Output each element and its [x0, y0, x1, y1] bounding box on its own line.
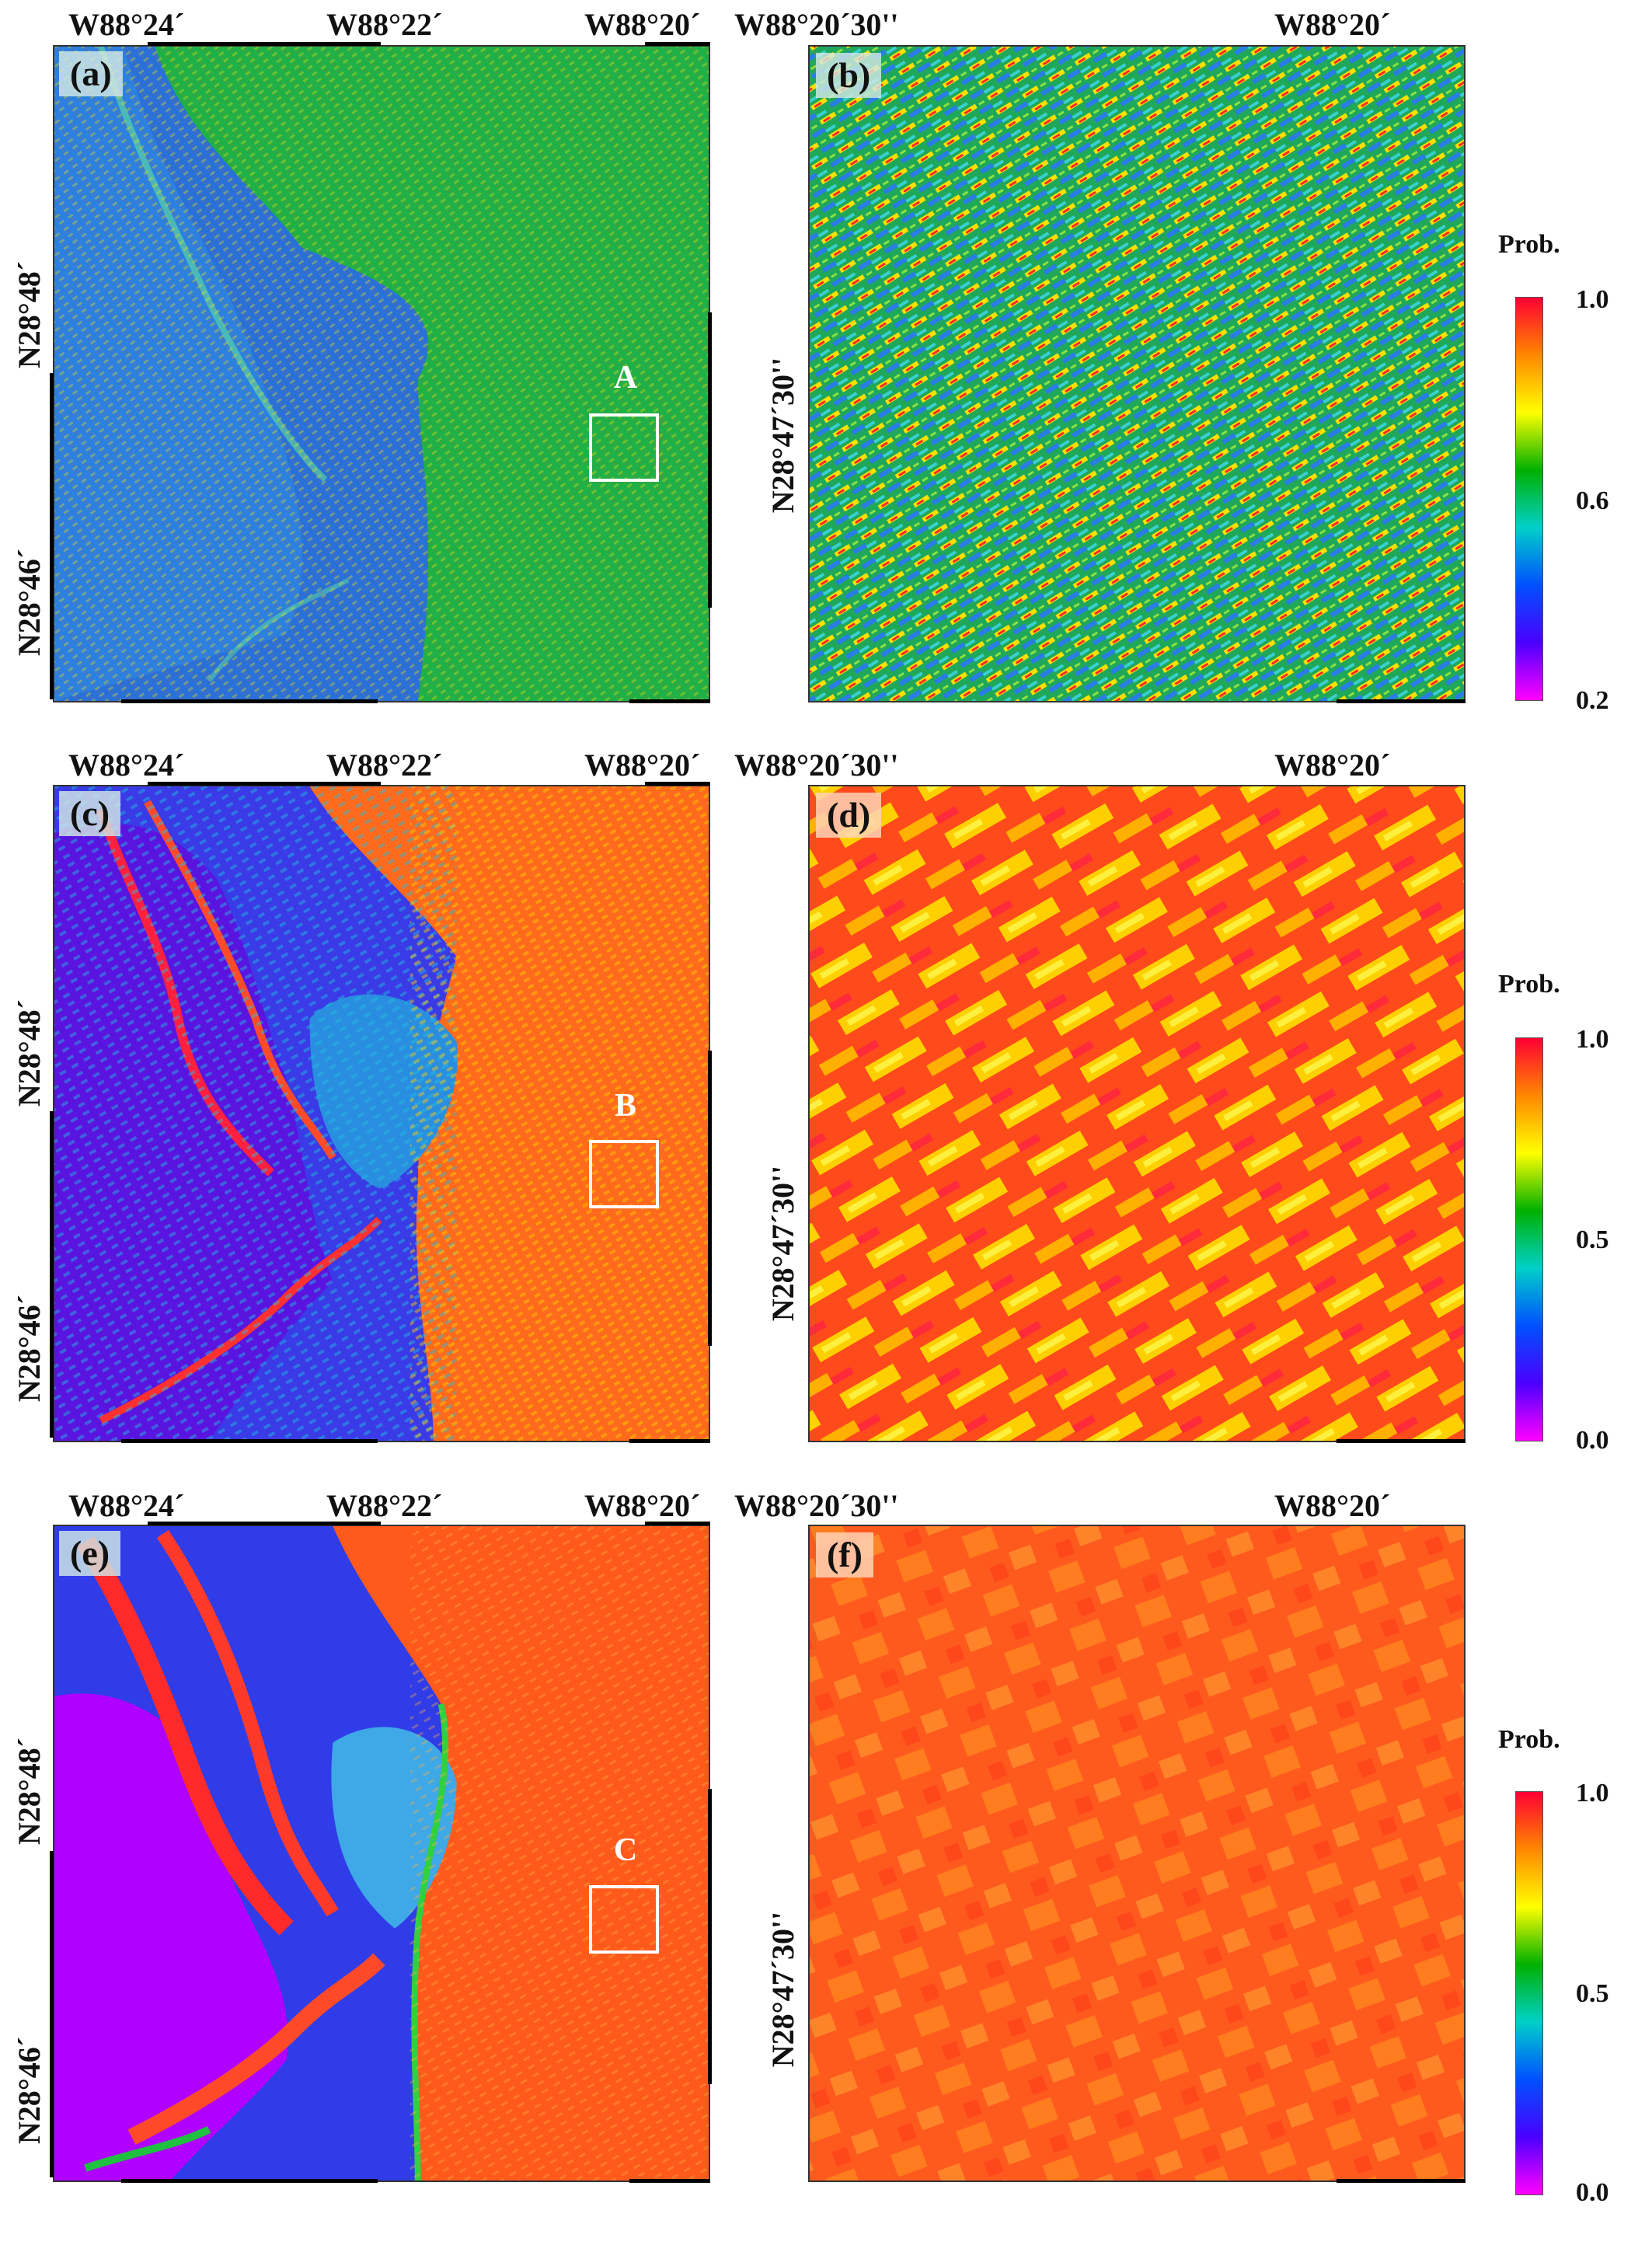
map-raster: [54, 1526, 709, 2181]
panel-tag: (a): [59, 51, 123, 96]
lat-tick-label: N28°47´30'': [765, 357, 800, 514]
lon-tick-label: W88°20´: [1274, 7, 1391, 42]
lon-tick-label: W88°20´: [1274, 1488, 1391, 1523]
probability-map-b: (b): [808, 45, 1466, 702]
lon-tick-label: W88°20´: [584, 748, 701, 783]
panel-tag: (d): [816, 793, 882, 838]
frame-bar: [629, 699, 710, 703]
lon-tick-label: W88°24´: [68, 748, 185, 783]
frame-bar: [708, 1789, 712, 2084]
legend-title: Prob.: [1498, 970, 1560, 999]
colorbar-tick: 0.5: [1576, 1979, 1609, 2008]
colorbar-tick: 0.6: [1576, 486, 1609, 515]
frame-bar: [50, 1111, 54, 1438]
frame-bar: [50, 1851, 54, 2177]
colorbar: [1515, 1037, 1543, 1441]
probability-map-c: (c) B: [53, 785, 710, 1442]
zoom-area-box: [589, 413, 659, 482]
frame-bar: [629, 2179, 710, 2183]
frame-bar: [148, 1522, 381, 1525]
frame-bar: [645, 1522, 710, 1525]
frame-bar: [148, 782, 381, 786]
map-raster: [810, 786, 1464, 1441]
frame-bar: [121, 1439, 378, 1443]
lon-tick-label: W88°20´30'': [734, 1488, 899, 1523]
zoom-area-box: [589, 1140, 659, 1208]
probability-map-d: (d): [808, 785, 1466, 1442]
lat-tick-label: N28°46´: [12, 1294, 47, 1403]
lon-tick-label: W88°20´30'': [734, 7, 899, 42]
zoom-area-label: C: [613, 1832, 638, 1868]
legend-title: Prob.: [1498, 1725, 1560, 1754]
colorbar: [1515, 1791, 1543, 2195]
lat-tick-label: N28°46´: [12, 548, 47, 657]
colorbar-tick: 0.0: [1576, 2178, 1609, 2207]
lat-tick-label: N28°47´30'': [765, 1911, 800, 2068]
colorbar-tick: 1.0: [1576, 285, 1609, 314]
lon-tick-label: W88°20´: [584, 1488, 701, 1523]
panel-tag: (f): [816, 1532, 873, 1577]
frame-bar: [645, 782, 710, 786]
lon-tick-label: W88°22´: [326, 7, 443, 42]
frame-bar: [121, 699, 378, 703]
panel-tag: (e): [59, 1531, 121, 1576]
map-raster: [54, 786, 709, 1441]
lat-tick-label: N28°48´: [12, 1737, 47, 1846]
lon-tick-label: W88°22´: [326, 748, 443, 783]
lat-tick-label: N28°48´: [12, 999, 47, 1107]
lat-tick-label: N28°46´: [12, 2036, 47, 2145]
map-raster: [810, 47, 1464, 701]
probability-map-e: (e) C: [53, 1525, 710, 2182]
frame-bar: [1337, 699, 1466, 703]
lon-tick-label: W88°22´: [326, 1488, 443, 1523]
frame-bar: [645, 42, 710, 46]
panel-tag: (b): [816, 53, 882, 98]
lon-tick-label: W88°20´30'': [734, 748, 899, 783]
lon-tick-label: W88°24´: [68, 1488, 185, 1523]
frame-bar: [1337, 2179, 1466, 2183]
legend-title: Prob.: [1498, 230, 1560, 259]
zoom-area-label: A: [613, 360, 638, 396]
lat-tick-label: N28°47´30'': [765, 1165, 800, 1322]
lon-tick-label: W88°24´: [68, 7, 185, 42]
zoom-area-box: [589, 1885, 659, 1954]
lon-tick-label: W88°20´: [584, 7, 701, 42]
colorbar-tick: 0.5: [1576, 1225, 1609, 1254]
colorbar-tick: 0.2: [1576, 686, 1609, 715]
colorbar-tick: 1.0: [1576, 1025, 1609, 1054]
frame-bar: [50, 373, 54, 699]
frame-bar: [708, 312, 712, 608]
colorbar: [1515, 297, 1543, 701]
probability-map-a: (a) A: [53, 45, 710, 702]
map-raster: [54, 47, 709, 701]
frame-bar: [708, 1051, 712, 1346]
panel-tag: (c): [59, 791, 121, 836]
map-raster: [810, 1526, 1464, 2181]
frame-bar: [121, 2179, 378, 2183]
frame-bar: [629, 1439, 710, 1443]
lon-tick-label: W88°20´: [1274, 748, 1391, 783]
colorbar-tick: 1.0: [1576, 1779, 1609, 1808]
lat-tick-label: N28°48´: [12, 260, 47, 369]
probability-map-f: (f): [808, 1525, 1466, 2182]
colorbar-tick: 0.0: [1576, 1426, 1609, 1455]
frame-bar: [148, 42, 381, 46]
frame-bar: [1337, 1439, 1466, 1443]
zoom-area-label: B: [614, 1088, 637, 1124]
